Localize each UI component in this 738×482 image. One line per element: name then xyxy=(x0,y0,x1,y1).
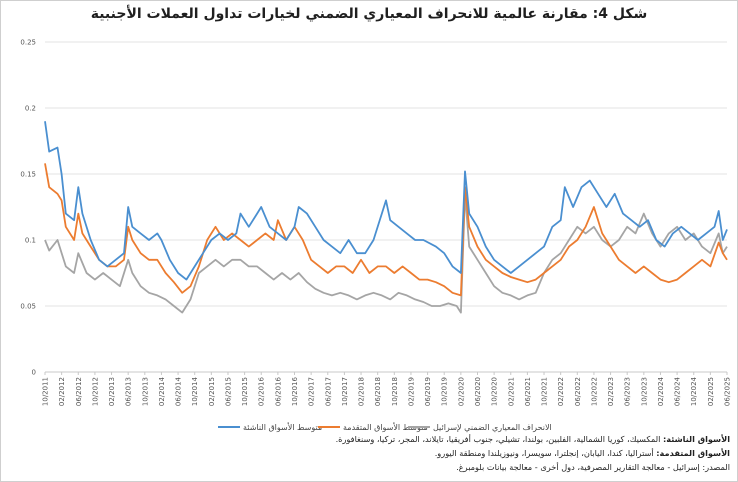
x-tick-label: 10/2021 xyxy=(541,377,549,406)
y-tick-label: 0.1 xyxy=(25,237,36,245)
x-tick-label: 06/2013 xyxy=(125,377,133,406)
x-tick-label: 10/2017 xyxy=(341,377,349,406)
x-tick-label: 02/2024 xyxy=(657,376,665,406)
gridlines xyxy=(45,41,727,373)
note-source: المصدر: إسرائيل - معالجة التقارير المصرف… xyxy=(456,462,730,472)
series-line-1 xyxy=(44,163,728,297)
x-tick-label: 02/2019 xyxy=(407,377,415,406)
x-tick-label: 02/2025 xyxy=(707,377,715,406)
x-tick-label: 02/2014 xyxy=(158,376,166,406)
x-tick-label: 10/2023 xyxy=(640,377,648,406)
y-axis-ticks: 0 0.05 0.1 0.15 0.2 0.25 xyxy=(20,39,36,377)
x-tick-label: 10/2024 xyxy=(690,376,698,406)
x-tick-label: 02/2015 xyxy=(208,377,216,406)
x-tick-label: 06/2012 xyxy=(75,377,83,406)
x-tick-label: 10/2018 xyxy=(391,377,399,406)
x-tick-label: 06/2019 xyxy=(424,377,432,406)
x-tick-label: 10/2016 xyxy=(291,376,299,406)
x-tick-label: 06/2017 xyxy=(324,377,332,406)
x-tick-label: 02/2016 xyxy=(258,376,266,406)
y-tick-label: 0.05 xyxy=(20,303,36,311)
x-tick-label: 10/2013 xyxy=(141,377,149,406)
series-line-0 xyxy=(44,121,728,281)
legend-label: الانحراف المعياري الضمني لإسرائيل xyxy=(433,423,552,433)
x-tick-label: 06/2022 xyxy=(574,377,582,406)
x-tick-label: 02/2013 xyxy=(108,377,116,406)
x-tick-label: 02/2021 xyxy=(507,377,515,406)
x-tick-label: 06/2025 xyxy=(724,377,732,406)
note-emerging: الأسواق الناشئة: المكسيك، كوريا الشمالية… xyxy=(335,434,730,444)
x-tick-label: 02/2018 xyxy=(358,377,366,406)
x-tick-label: 06/2021 xyxy=(524,377,532,406)
x-tick-label: 02/2020 xyxy=(457,377,465,406)
y-tick-label: 0 xyxy=(32,369,36,377)
x-tick-label: 10/2020 xyxy=(491,377,499,406)
x-tick-label: 10/2011 xyxy=(42,377,50,406)
legend-label: متوسط الأسواق المتقدمة xyxy=(343,422,428,432)
x-tick-label: 06/2015 xyxy=(224,377,232,406)
x-tick-label: 02/2022 xyxy=(557,377,565,406)
note-developed: الأسواق المتقدمة: أستراليا، كندا، اليابا… xyxy=(434,448,730,458)
x-tick-label: 06/2018 xyxy=(374,377,382,406)
x-tick-label: 10/2012 xyxy=(91,377,99,406)
y-tick-label: 0.25 xyxy=(20,39,36,47)
series-line-2 xyxy=(44,192,728,314)
x-tick-label: 10/2022 xyxy=(590,377,598,406)
legend: متوسط الأسواق الناشئة متوسط الأسواق المتق… xyxy=(218,422,552,433)
x-tick-label: 10/2014 xyxy=(191,376,199,406)
x-tick-label: 06/2020 xyxy=(474,377,482,406)
x-tick-label: 06/2016 xyxy=(274,376,282,406)
figure-number: شكل 4: xyxy=(592,6,648,22)
x-tick-label: 10/2019 xyxy=(441,377,449,406)
x-axis-ticks: 10/2011 02/2012 06/2012 10/2012 02/2013 06/20… xyxy=(42,372,732,406)
chart-notes: الأسواق الناشئة: المكسيك، كوريا الشمالية… xyxy=(8,432,730,474)
title-text: مقارنة عالمية للانحراف المعياري الضمني ل… xyxy=(90,6,588,22)
x-tick-label: 06/2014 xyxy=(175,376,183,406)
x-tick-label: 02/2012 xyxy=(58,377,66,406)
series-lines xyxy=(44,121,728,314)
legend-label: متوسط الأسواق الناشئة xyxy=(243,422,322,432)
x-tick-label: 06/2024 xyxy=(674,376,682,406)
y-tick-label: 0.2 xyxy=(25,105,36,113)
chart-title: شكل 4: مقارنة عالمية للانحراف المعياري ا… xyxy=(0,6,738,22)
x-tick-label: 06/2023 xyxy=(624,377,632,406)
y-tick-label: 0.15 xyxy=(20,171,36,179)
x-tick-label: 10/2015 xyxy=(241,377,249,406)
x-tick-label: 02/2023 xyxy=(607,377,615,406)
x-tick-label: 02/2017 xyxy=(308,377,316,406)
